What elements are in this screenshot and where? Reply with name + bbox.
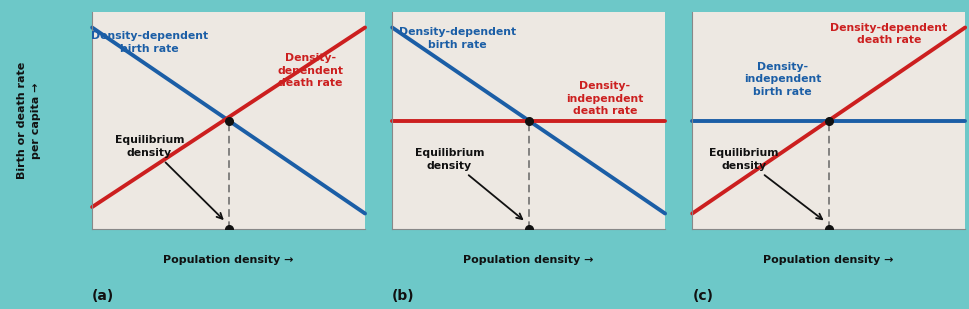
Text: Density-dependent
birth rate: Density-dependent birth rate xyxy=(398,27,516,49)
Text: Density-
dependent
death rate: Density- dependent death rate xyxy=(277,53,343,88)
Text: Population density →: Population density → xyxy=(163,255,294,265)
Text: (a): (a) xyxy=(92,289,114,303)
Text: Density-dependent
death rate: Density-dependent death rate xyxy=(829,23,947,45)
Text: Density-dependent
birth rate: Density-dependent birth rate xyxy=(91,32,207,54)
Text: Density-
independent
death rate: Density- independent death rate xyxy=(566,82,643,116)
Text: Equilibrium
density: Equilibrium density xyxy=(415,148,521,219)
Text: Population density →: Population density → xyxy=(463,255,593,265)
Text: Equilibrium
density: Equilibrium density xyxy=(114,135,222,219)
Text: (c): (c) xyxy=(692,289,712,303)
Text: (b): (b) xyxy=(391,289,415,303)
Text: Density-
independent
birth rate: Density- independent birth rate xyxy=(743,62,821,97)
Text: Birth or death rate
per capita →: Birth or death rate per capita → xyxy=(17,62,41,179)
Text: Equilibrium
density: Equilibrium density xyxy=(708,148,822,219)
Text: Population density →: Population density → xyxy=(763,255,893,265)
